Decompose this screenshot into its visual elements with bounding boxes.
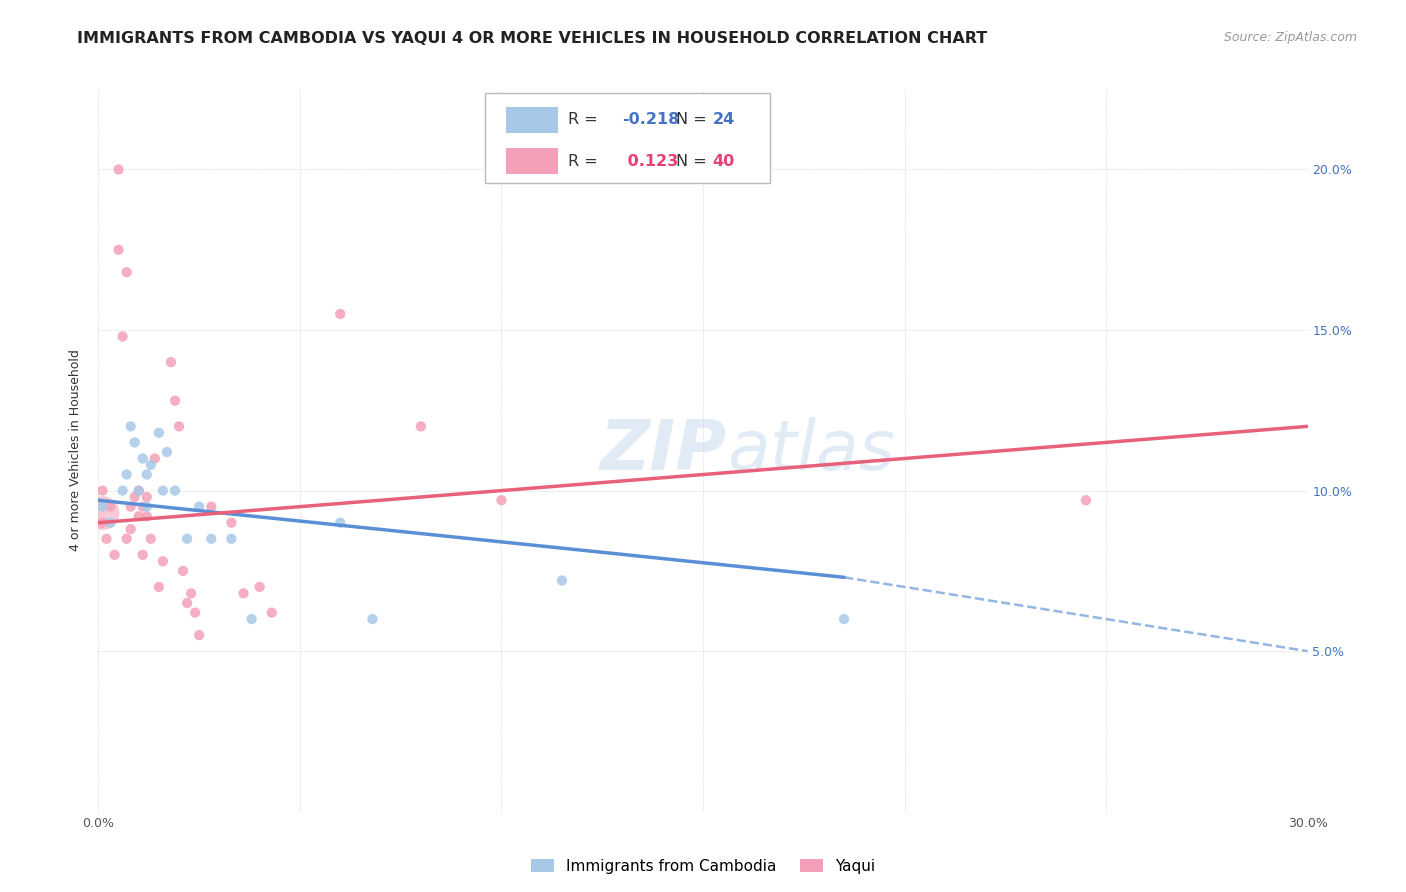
Y-axis label: 4 or more Vehicles in Household: 4 or more Vehicles in Household <box>69 350 83 551</box>
Point <box>124 435 146 450</box>
Point <box>139 458 162 472</box>
Point <box>120 522 142 536</box>
Text: 40: 40 <box>713 153 735 169</box>
Point <box>491 493 513 508</box>
Point <box>200 532 222 546</box>
Point <box>832 612 855 626</box>
Point <box>111 483 134 498</box>
Point <box>221 532 243 546</box>
Text: -0.218: -0.218 <box>621 112 679 128</box>
Point <box>249 580 271 594</box>
Point <box>135 467 157 482</box>
Point <box>232 586 254 600</box>
Point <box>188 500 211 514</box>
Point <box>132 500 155 514</box>
Point <box>132 548 155 562</box>
Point <box>152 483 174 498</box>
Point <box>361 612 384 626</box>
Point <box>135 509 157 524</box>
Point <box>148 425 170 440</box>
Point <box>91 483 114 498</box>
Point <box>124 490 146 504</box>
Point <box>176 532 198 546</box>
Point <box>115 265 138 279</box>
Point <box>167 419 190 434</box>
Point <box>156 445 179 459</box>
Text: 0.123: 0.123 <box>621 153 678 169</box>
Point <box>163 483 186 498</box>
Point <box>91 516 114 530</box>
Point <box>329 307 352 321</box>
Point <box>107 243 129 257</box>
Point <box>107 162 129 177</box>
Text: N =: N = <box>676 153 713 169</box>
FancyBboxPatch shape <box>506 107 558 133</box>
Legend: Immigrants from Cambodia, Yaqui: Immigrants from Cambodia, Yaqui <box>524 853 882 880</box>
Point <box>551 574 574 588</box>
Point <box>1074 493 1097 508</box>
Point <box>200 500 222 514</box>
Point <box>172 564 194 578</box>
Text: R =: R = <box>568 112 602 128</box>
Point <box>128 483 150 498</box>
Point <box>143 451 166 466</box>
Point <box>135 490 157 504</box>
FancyBboxPatch shape <box>485 93 769 183</box>
Point <box>100 516 122 530</box>
Point <box>176 596 198 610</box>
Point <box>128 483 150 498</box>
Point <box>240 612 263 626</box>
Text: Source: ZipAtlas.com: Source: ZipAtlas.com <box>1223 31 1357 45</box>
Point <box>163 393 186 408</box>
Point <box>96 532 118 546</box>
Point <box>139 532 162 546</box>
Point <box>91 500 114 514</box>
Point <box>180 586 202 600</box>
FancyBboxPatch shape <box>506 148 558 174</box>
Point <box>409 419 432 434</box>
Point <box>160 355 183 369</box>
Point <box>100 500 122 514</box>
Point <box>148 580 170 594</box>
Point <box>128 509 150 524</box>
Point <box>135 500 157 514</box>
Point <box>115 467 138 482</box>
Point <box>115 532 138 546</box>
Point <box>260 606 283 620</box>
Point <box>184 606 207 620</box>
Text: N =: N = <box>676 112 713 128</box>
Point <box>132 451 155 466</box>
Point <box>329 516 352 530</box>
Point <box>221 516 243 530</box>
Point <box>103 548 125 562</box>
Text: ZIP: ZIP <box>600 417 727 484</box>
Point <box>188 628 211 642</box>
Point <box>111 329 134 343</box>
Point <box>91 506 114 520</box>
Text: atlas: atlas <box>727 417 896 484</box>
Point <box>120 500 142 514</box>
Text: R =: R = <box>568 153 602 169</box>
Text: IMMIGRANTS FROM CAMBODIA VS YAQUI 4 OR MORE VEHICLES IN HOUSEHOLD CORRELATION CH: IMMIGRANTS FROM CAMBODIA VS YAQUI 4 OR M… <box>77 31 987 46</box>
Point <box>152 554 174 568</box>
Text: 24: 24 <box>713 112 735 128</box>
Point <box>120 419 142 434</box>
